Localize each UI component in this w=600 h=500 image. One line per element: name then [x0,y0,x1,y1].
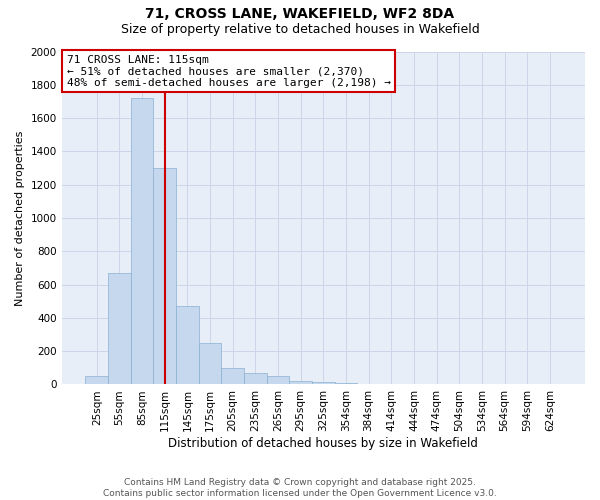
Text: 71, CROSS LANE, WAKEFIELD, WF2 8DA: 71, CROSS LANE, WAKEFIELD, WF2 8DA [145,8,455,22]
X-axis label: Distribution of detached houses by size in Wakefield: Distribution of detached houses by size … [169,437,478,450]
Text: Size of property relative to detached houses in Wakefield: Size of property relative to detached ho… [121,22,479,36]
Bar [108,273,131,384]
Bar [154,168,176,384]
Text: Contains HM Land Registry data © Crown copyright and database right 2025.
Contai: Contains HM Land Registry data © Crown c… [103,478,497,498]
Y-axis label: Number of detached properties: Number of detached properties [15,130,25,306]
Bar [85,376,108,384]
Bar [199,343,221,384]
Bar [221,368,244,384]
Bar [289,381,312,384]
Bar [335,383,358,384]
Bar [176,306,199,384]
Bar [244,373,266,384]
Bar [131,98,154,384]
Bar [312,382,335,384]
Text: 71 CROSS LANE: 115sqm
← 51% of detached houses are smaller (2,370)
48% of semi-d: 71 CROSS LANE: 115sqm ← 51% of detached … [67,55,391,88]
Bar [266,376,289,384]
